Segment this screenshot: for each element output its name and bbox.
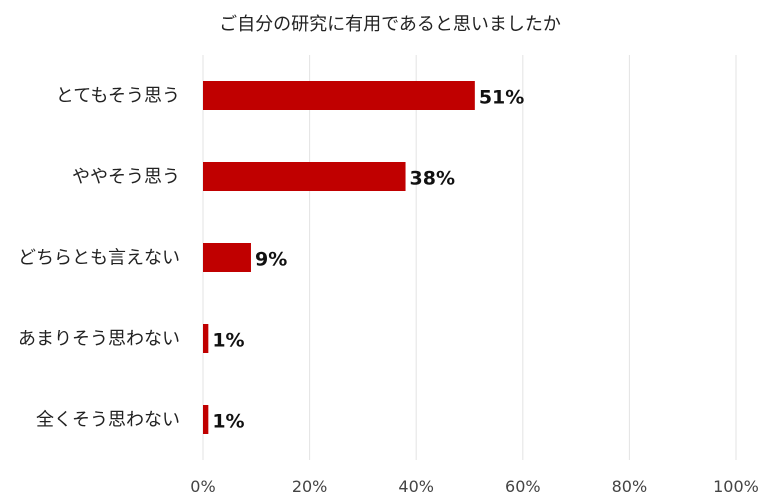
bar [203,405,209,434]
x-tick-label: 20% [292,477,328,496]
data-label: 1% [212,330,244,352]
bar [203,243,251,272]
x-axis-ticks: 0% 20% 40% 60% 80% 100% [190,477,759,496]
data-label: 9% [255,249,287,271]
x-tick-label: 60% [505,477,541,496]
category-label: どちらとも言えない [18,248,180,269]
chart-title: ご自分の研究に有用であると思いましたか [219,14,561,35]
gridlines [202,55,737,460]
bar [203,162,406,191]
value-labels: 51% 38% 9% 1% 1% [212,87,524,433]
bars [203,81,475,434]
data-label: 51% [479,87,524,109]
category-label: 全くそう思わない [36,410,180,431]
data-label: 38% [410,168,455,190]
bar [203,81,475,110]
x-tick-label: 80% [612,477,648,496]
x-tick-label: 40% [398,477,434,496]
x-tick-label: 0% [190,477,215,496]
data-label: 1% [212,411,244,433]
category-label: とてもそう思う [56,86,180,107]
x-tick-label: 100% [713,477,759,496]
category-label: あまりそう思わない [18,329,180,350]
bar [203,324,209,353]
category-label: ややそう思う [72,167,180,188]
